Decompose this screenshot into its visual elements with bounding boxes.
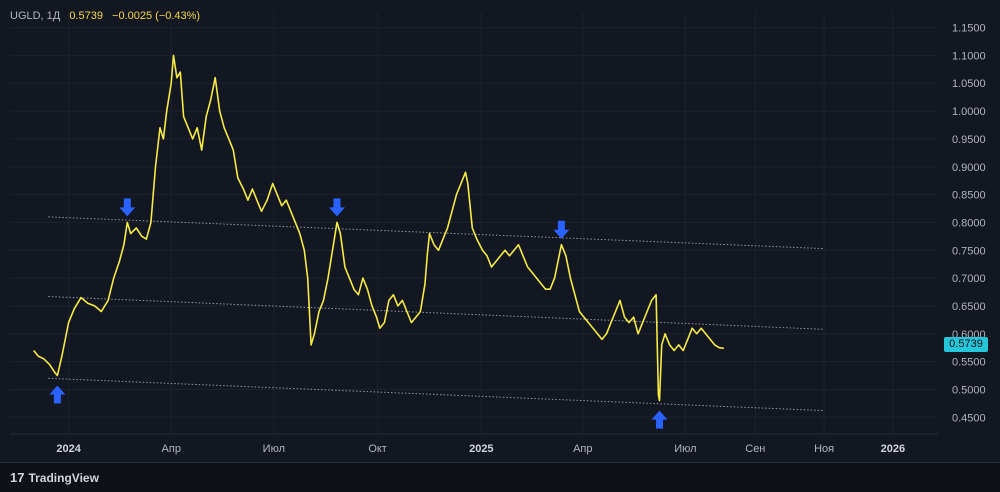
last-price: 0.5739 (69, 10, 103, 22)
y-tick-label: 0.9500 (952, 134, 986, 146)
y-tick-label: 0.5000 (952, 384, 986, 396)
y-tick-label: 1.0500 (952, 78, 986, 90)
marker-layer (49, 198, 668, 429)
trendline[interactable] (48, 377, 825, 412)
trendline[interactable] (48, 295, 825, 330)
y-tick-label: 1.1500 (952, 23, 986, 35)
x-tick-label: Июл (263, 443, 285, 455)
arrow-down-icon[interactable] (119, 198, 136, 217)
arrow-down-icon[interactable] (553, 220, 570, 239)
arrow-up-icon[interactable] (49, 385, 66, 404)
tradingview-logo[interactable]: 17 TradingView (10, 470, 99, 485)
y-tick-label: 0.7000 (952, 273, 986, 285)
tradingview-logo-icon: 17 (10, 470, 25, 485)
x-tick-label: Апр (573, 443, 592, 455)
y-tick-label: 0.8500 (952, 190, 986, 202)
y-tick-label: 0.7500 (952, 245, 986, 257)
trendline-layer (48, 216, 825, 412)
x-axis[interactable]: 2024 Апр Июл Окт 2025 Апр Июл Сен Ноя 2026 (56, 443, 905, 455)
symbol-name[interactable]: UGLD, 1Д (10, 10, 61, 22)
y-tick-label: 0.5500 (952, 357, 986, 369)
y-tick-label: 1.1000 (952, 50, 986, 62)
arrow-up-icon[interactable] (651, 410, 668, 429)
y-tick-label: 0.8000 (952, 217, 986, 229)
price-change: −0.0025 (−0.43%) (112, 10, 201, 22)
trendline[interactable] (48, 216, 825, 250)
x-tick-label: 2024 (56, 443, 81, 455)
y-tick-label: 0.4500 (952, 412, 986, 424)
series-layer (33, 54, 724, 402)
y-tick-label: 0.9000 (952, 162, 986, 174)
x-tick-label: 2026 (881, 443, 905, 455)
y-tick-label: 0.6500 (952, 301, 986, 313)
arrow-down-icon[interactable] (329, 198, 345, 217)
x-tick-label: Окт (368, 443, 387, 455)
x-tick-label: Апр (162, 443, 181, 455)
x-tick-label: Сен (745, 443, 765, 455)
footer-bar: 17 TradingView (0, 462, 1000, 492)
y-axis[interactable]: 1.1500 1.1000 1.0500 1.0000 0.9500 0.9000 0.85… (952, 23, 986, 425)
symbol-legend: UGLD, 1Д 0.5739 −0.0025 (−0.43%) (10, 10, 200, 22)
y-tick-label: 1.0000 (952, 106, 986, 118)
price-line[interactable] (33, 54, 724, 402)
last-price-badge: 0.5739 (944, 337, 988, 352)
x-tick-label: Ноя (814, 443, 834, 455)
x-tick-label: 2025 (469, 443, 493, 455)
price-chart[interactable]: 1.1500 1.1000 1.0500 1.0000 0.9500 0.9000 0.85… (0, 0, 1000, 462)
x-tick-label: Июл (674, 443, 696, 455)
tradingview-brand-name: TradingView (28, 470, 99, 485)
grid-layer (10, 12, 938, 435)
